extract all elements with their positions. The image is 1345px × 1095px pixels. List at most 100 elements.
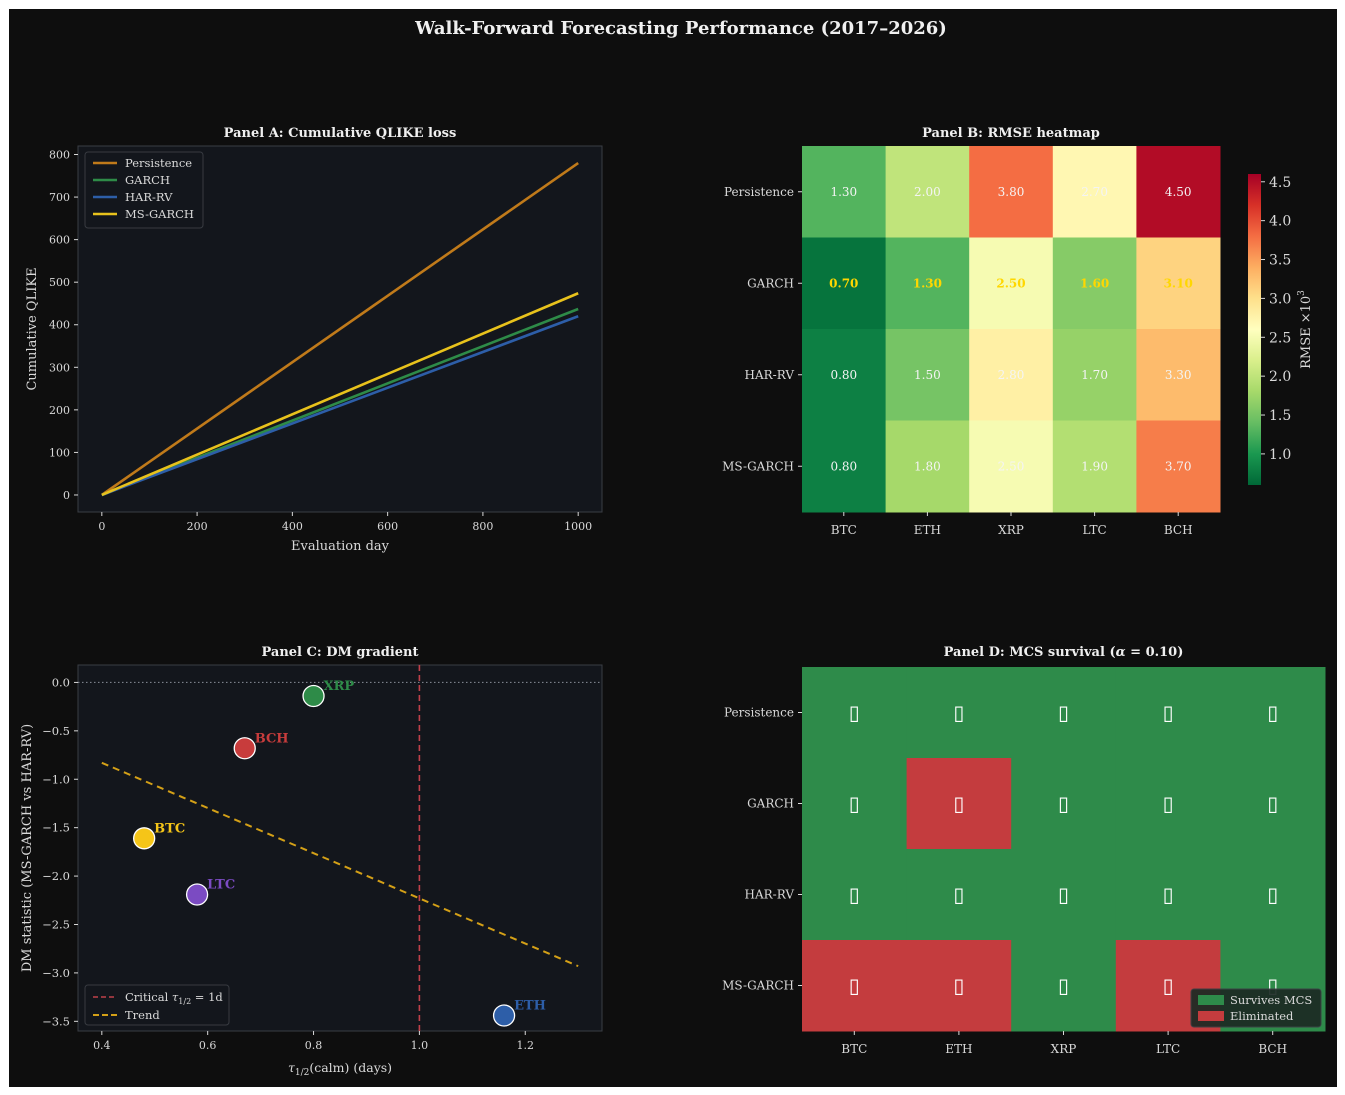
scatter-label-btc: BTC <box>154 821 185 836</box>
mcs-cell-survives <box>1011 758 1117 850</box>
panel-d-row-label: Persistence <box>724 706 794 720</box>
heatmap-cell <box>802 329 887 421</box>
panel-d-row-label: MS-GARCH <box>722 979 794 993</box>
colorbar-tick-label: 1.5 <box>1269 408 1291 424</box>
panel-a-ytick-label: 700 <box>49 191 70 204</box>
panel-d-col-label: BTC <box>841 1042 867 1056</box>
scatter-point-eth <box>492 1004 516 1027</box>
heatmap-cell <box>885 237 970 330</box>
mcs-cell-glyph: ▯ <box>1163 883 1174 907</box>
panel-b-title: Panel B: RMSE heatmap <box>922 126 1100 141</box>
scatter-point-ltc <box>185 883 209 906</box>
panel-a-ytick-label: 800 <box>49 149 70 162</box>
panel-c-dm-gradient: Panel C: DM gradient 0.4 0.6 0.8 1.0 1.2 0.0 −0… <box>20 645 603 1078</box>
panel-c-ylabel: DM statistic (MS-GARCH vs HAR-RV) <box>20 724 35 972</box>
heatmap-cell <box>1136 146 1221 238</box>
panel-c-ytick-label: −2.5 <box>42 917 70 931</box>
heatmap-cell-label: 1.30 <box>913 276 942 290</box>
legend-swatch-survives <box>1198 995 1224 1005</box>
colorbar-label: RMSE ×103 <box>1297 290 1314 369</box>
panel-a-ytick-label: 200 <box>49 404 70 417</box>
heatmap-cell-label: 2.50 <box>996 276 1025 290</box>
heatmap-cell <box>802 237 887 330</box>
scatter-label-eth: ETH <box>514 999 546 1014</box>
figure-title: Walk-Forward Forecasting Performance (20… <box>414 18 947 39</box>
panel-b-col-label: LTC <box>1083 523 1107 537</box>
panel-a-title: Panel A: Cumulative QLIKE loss <box>224 126 457 141</box>
heatmap-cell-label: 2.00 <box>914 185 941 199</box>
panel-b-rmse-heatmap: Panel B: RMSE heatmap 1.30 2.00 3.80 2.70 4.5… <box>722 126 1314 537</box>
heatmap-cell <box>969 420 1054 513</box>
heatmap-cell-label: 2.70 <box>1081 185 1108 199</box>
heatmap-cell-label: 2.80 <box>998 368 1025 382</box>
heatmap-cell <box>802 146 887 238</box>
heatmap-cell <box>969 329 1054 421</box>
scatter-point-btc <box>133 827 156 850</box>
scatter-label-ltc: LTC <box>207 877 235 892</box>
panel-a-cumulative-qlike: Panel A: Cumulative QLIKE loss 0 200 400 600… <box>25 126 603 554</box>
mcs-cell-survives <box>802 758 908 850</box>
panel-c-xtick-label: 1.2 <box>517 1039 535 1052</box>
legend-label-survives: Survives MCS <box>1230 993 1312 1007</box>
panel-d-col-label: ETH <box>945 1042 972 1056</box>
panel-c-axes <box>77 664 603 1032</box>
mcs-cell-survives <box>906 667 1012 759</box>
panel-a-xtick-label: 600 <box>377 520 398 533</box>
heatmap-cell-label: 1.60 <box>1080 276 1109 290</box>
panel-b-col-label: ETH <box>914 523 941 537</box>
colorbar-tick-label: 2.0 <box>1269 369 1291 385</box>
heatmap-cell-label: 2.50 <box>998 459 1025 473</box>
heatmap-cell <box>1052 146 1137 238</box>
mcs-cell-survives <box>1011 940 1117 1032</box>
heatmap-cell-label: 1.50 <box>914 368 941 382</box>
mcs-cell-survives <box>906 849 1012 941</box>
panel-c-xtick-label: 0.6 <box>199 1039 217 1052</box>
mcs-cell-glyph: ▯ <box>849 792 860 816</box>
legend-label-eliminated: Eliminated <box>1230 1009 1294 1023</box>
mcs-cell-survives <box>1220 849 1326 941</box>
panel-b-col-label: XRP <box>998 523 1024 537</box>
scatter-point-bch <box>233 737 256 760</box>
heatmap-cell-label: 0.80 <box>830 368 857 382</box>
panel-c-ytick-label: −0.5 <box>42 724 70 738</box>
heatmap-cell-label: 0.70 <box>829 276 858 290</box>
legend-label-trend: Trend <box>125 1008 160 1022</box>
heatmap-cell-label: 1.30 <box>830 185 857 199</box>
mcs-cell-glyph: ▯ <box>1058 792 1069 816</box>
panel-b-row-label: HAR-RV <box>745 368 795 382</box>
trend-line <box>101 761 579 968</box>
heatmap-cell-label: 1.80 <box>914 459 941 473</box>
mcs-cell-glyph: ▯ <box>1267 883 1278 907</box>
panel-b-col-label: BCH <box>1164 523 1193 537</box>
heatmap-cell <box>1136 237 1221 330</box>
mcs-cell-survives <box>802 849 908 941</box>
mcs-cell-glyph: ▯ <box>953 883 964 907</box>
panel-d-col-label: BCH <box>1258 1042 1287 1056</box>
heatmap-cell <box>1136 420 1221 513</box>
mcs-cell-eliminated <box>906 940 1012 1032</box>
colorbar-tick-label: 1.0 <box>1269 447 1291 463</box>
mcs-cell-glyph: ▯ <box>953 701 964 725</box>
heatmap-cell <box>885 329 970 421</box>
panel-c-xtick-label: 0.8 <box>305 1039 323 1052</box>
colorbar-tick-label: 4.0 <box>1269 214 1291 230</box>
heatmap-cell <box>969 237 1054 330</box>
panel-c-title: Panel C: DM gradient <box>261 645 418 660</box>
mcs-cell-survives <box>1011 849 1117 941</box>
panel-a-ytick-label: 0 <box>63 489 70 502</box>
heatmap-cell-label: 3.10 <box>1164 276 1193 290</box>
panel-a-xlabel: Evaluation day <box>291 539 390 554</box>
mcs-cell-glyph: ▯ <box>849 974 860 998</box>
series-line-har-rv <box>101 315 579 497</box>
heatmap-cell <box>1052 237 1137 330</box>
colorbar-tick-label: 3.5 <box>1269 253 1291 269</box>
mcs-cell-glyph: ▯ <box>1058 974 1069 998</box>
panel-c-ytick-label: −1.5 <box>42 821 70 835</box>
mcs-cell-glyph: ▯ <box>1267 701 1278 725</box>
panel-c-xtick-label: 0.4 <box>93 1039 111 1052</box>
panel-b-col-label: BTC <box>831 523 857 537</box>
panel-c-legend <box>84 984 230 1026</box>
panel-b-row-label: GARCH <box>747 276 794 290</box>
panel-c-ytick-label: 0.0 <box>52 675 70 689</box>
panel-a-xtick-label: 1000 <box>564 520 592 533</box>
